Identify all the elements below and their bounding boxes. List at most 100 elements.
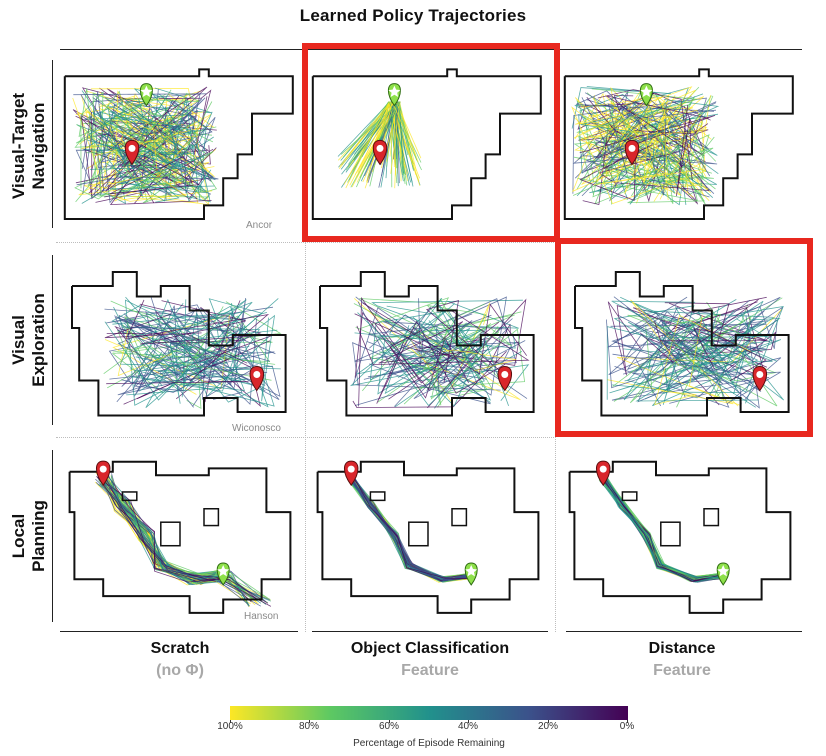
start-pin-icon [343, 460, 359, 486]
start-pin-icon [95, 460, 111, 486]
panel-r3-c1 [60, 455, 300, 623]
colorbar-tick-label: 80% [298, 721, 320, 732]
colorbar-tickmark [309, 720, 310, 723]
column-label-object-classification: Object Classification Feature [310, 640, 550, 680]
grid-divider [56, 242, 556, 243]
start-pin-icon [752, 365, 768, 392]
start-pin-icon [624, 139, 640, 166]
trajectory-map [568, 460, 792, 614]
trajectory-lines [598, 475, 728, 583]
trajectory-map [68, 460, 292, 614]
trajectory-map [311, 68, 542, 220]
row-label-text: Visual-Target Navigation [9, 92, 49, 200]
bottom-rule [312, 631, 548, 632]
panel-r1-c2 [308, 66, 548, 236]
column-label-line1: Scratch [150, 640, 210, 657]
floor-plan-obstacle [408, 521, 429, 547]
row-separator [52, 255, 53, 425]
colorbar-tick-label: 0% [619, 721, 635, 732]
floor-plan-walls [319, 271, 535, 417]
panel-r3-c3 [560, 455, 800, 623]
start-pin-icon [595, 460, 611, 486]
trajectory-map [71, 271, 287, 417]
row-label-text: Visual Exploration [9, 293, 49, 387]
row-label-exploration: Visual Exploration [0, 250, 58, 430]
goal-star-pin-icon [639, 83, 653, 107]
start-pin-icon [124, 139, 140, 166]
env-name-wiconosco: Wiconosco [232, 423, 281, 434]
floor-plan-obstacle [203, 508, 220, 527]
floor-plan-obstacle [621, 491, 638, 502]
bottom-rule [60, 631, 298, 632]
colorbar-tick-label: 100% [217, 721, 243, 732]
row-label-navigation: Visual-Target Navigation [0, 56, 58, 236]
column-label-scratch: Scratch (no Φ) [60, 640, 300, 680]
colorbar-tick-label: 60% [378, 721, 400, 732]
row-separator [52, 450, 53, 622]
colorbar-tick-label: 40% [457, 721, 479, 732]
colorbar-tickmark [468, 720, 469, 723]
floor-plan-obstacle [160, 521, 181, 547]
column-label-distance: Distance Feature [562, 640, 802, 680]
goal-star-pin-icon [464, 562, 478, 586]
grid-divider [305, 242, 306, 632]
trajectory-lines [349, 296, 530, 409]
row-label-text: Local Planning [9, 500, 48, 572]
floor-plan-obstacle [703, 508, 720, 527]
floor-plan-walls [574, 271, 790, 417]
panel-r2-c1 [60, 258, 300, 433]
env-name-hanson: Hanson [244, 611, 279, 622]
floor-plan-obstacle [369, 491, 386, 502]
floor-plan-walls [311, 68, 542, 220]
colorbar-tick-label: 20% [537, 721, 559, 732]
column-label-line2: Feature [653, 662, 711, 679]
colorbar-tickmark [230, 720, 231, 723]
column-label-line2: (no Φ) [156, 662, 204, 679]
trajectory-map [563, 68, 794, 220]
bottom-rule [566, 631, 802, 632]
colorbar-tickmark [389, 720, 390, 723]
env-name-ancor: Ancor [246, 220, 273, 231]
floor-plan-walls [68, 460, 292, 614]
floor-plan-walls [568, 460, 792, 614]
floor-plan-obstacle [451, 508, 468, 527]
row-label-planning: Local Planning [0, 446, 58, 626]
floor-plan-walls [71, 271, 287, 417]
floor-plan-obstacle [121, 491, 138, 502]
floor-plan-walls [63, 68, 294, 220]
panel-r2-c3 [563, 258, 803, 433]
figure-title: Learned Policy Trajectories [299, 6, 527, 25]
trajectory-map [574, 271, 790, 417]
row-separator [52, 60, 53, 228]
grid-divider [555, 437, 556, 632]
goal-star-pin-icon [216, 562, 230, 586]
goal-star-pin-icon [387, 83, 401, 107]
trajectory-map [63, 68, 294, 220]
floor-plan-walls [316, 460, 540, 614]
panel-r1-c3 [560, 66, 800, 236]
trajectory-lines [337, 101, 422, 189]
panel-r2-c2 [308, 258, 548, 433]
trajectory-lines [571, 86, 720, 206]
colorbar-label: Percentage of Episode Remaining [353, 738, 505, 749]
trajectory-lines [606, 296, 785, 409]
floor-plan-obstacle [660, 521, 681, 547]
colorbar-tickmark [548, 720, 549, 723]
floor-plan-walls [563, 68, 794, 220]
panel-r1-c1 [60, 66, 300, 236]
column-label-line2: Feature [401, 662, 459, 679]
column-label-line1: Object Classification [350, 640, 510, 657]
goal-star-pin-icon [139, 83, 153, 107]
column-label-line1: Distance [648, 640, 716, 657]
grid-divider [56, 437, 556, 438]
trajectory-map [316, 460, 540, 614]
start-pin-icon [497, 365, 513, 392]
goal-star-pin-icon [716, 562, 730, 586]
colorbar [230, 706, 628, 720]
colorbar-tickmark [627, 720, 628, 723]
panel-r3-c2 [308, 455, 548, 623]
trajectory-map [319, 271, 535, 417]
top-rule [60, 49, 802, 50]
trajectory-lines [94, 472, 272, 608]
start-pin-icon [372, 139, 388, 166]
